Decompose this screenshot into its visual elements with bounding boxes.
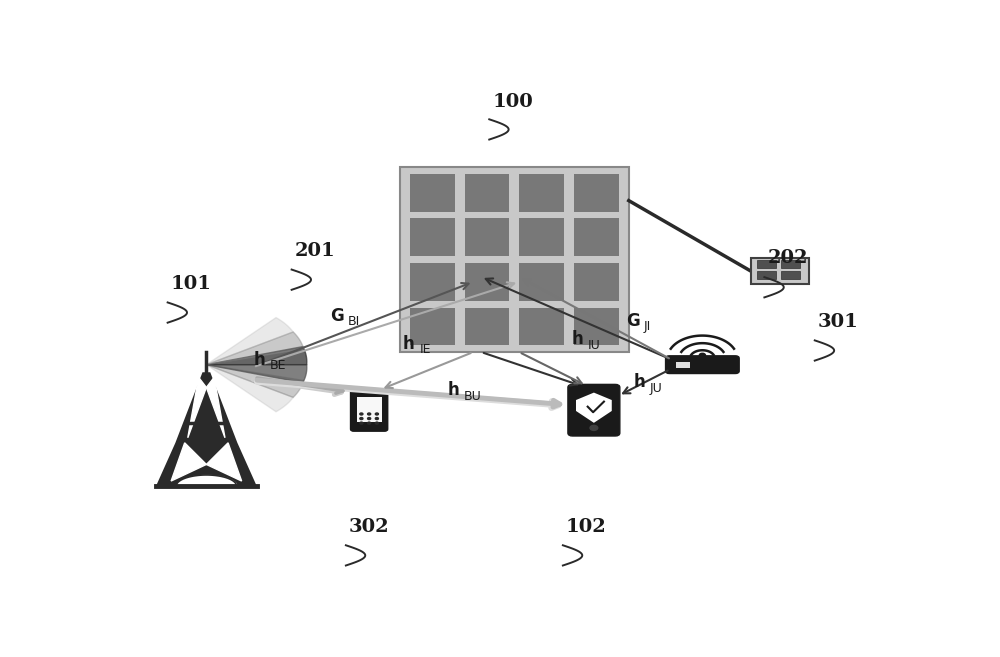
Text: IU: IU: [588, 339, 600, 352]
Circle shape: [590, 425, 598, 430]
Bar: [519, 219, 564, 256]
Text: 201: 201: [294, 242, 335, 260]
Circle shape: [368, 422, 371, 424]
Circle shape: [368, 413, 371, 415]
Text: BE: BE: [270, 359, 286, 372]
Circle shape: [368, 418, 371, 420]
Bar: [410, 307, 455, 346]
Polygon shape: [206, 317, 293, 365]
Circle shape: [699, 353, 705, 357]
Text: BI: BI: [347, 315, 360, 328]
Bar: [574, 307, 619, 346]
Text: $\mathbf{h}$: $\mathbf{h}$: [571, 330, 583, 348]
Polygon shape: [577, 394, 611, 422]
Bar: [781, 260, 800, 268]
Text: 101: 101: [170, 275, 211, 293]
Bar: [465, 307, 509, 346]
Bar: [410, 174, 455, 212]
Bar: [757, 260, 776, 268]
FancyBboxPatch shape: [568, 384, 620, 436]
Text: 302: 302: [349, 518, 389, 535]
Bar: [574, 219, 619, 256]
Text: 102: 102: [566, 518, 606, 535]
Text: $\mathbf{h}$: $\mathbf{h}$: [633, 373, 645, 392]
Polygon shape: [156, 373, 257, 486]
Circle shape: [375, 418, 378, 420]
Text: BU: BU: [464, 390, 481, 403]
Text: $\mathbf{h}$: $\mathbf{h}$: [402, 335, 415, 353]
Polygon shape: [206, 347, 307, 365]
Bar: [751, 258, 809, 284]
Polygon shape: [206, 365, 293, 412]
Bar: [781, 271, 800, 279]
Circle shape: [375, 422, 378, 424]
Bar: [357, 397, 382, 422]
Bar: [574, 174, 619, 212]
Text: 202: 202: [767, 250, 808, 267]
Bar: [410, 219, 455, 256]
Circle shape: [360, 418, 363, 420]
Polygon shape: [206, 377, 225, 438]
Text: JI: JI: [643, 320, 651, 333]
Circle shape: [360, 413, 363, 415]
Text: 301: 301: [818, 313, 858, 330]
Text: $\mathbf{h}$: $\mathbf{h}$: [447, 381, 459, 399]
Bar: [410, 263, 455, 301]
Text: JU: JU: [650, 382, 662, 395]
Text: $\mathbf{G}$: $\mathbf{G}$: [330, 307, 345, 325]
Bar: [465, 219, 509, 256]
Bar: [465, 174, 509, 212]
Polygon shape: [206, 332, 304, 365]
Bar: [400, 168, 629, 352]
Polygon shape: [206, 443, 242, 481]
FancyBboxPatch shape: [351, 389, 388, 431]
Bar: [519, 174, 564, 212]
Bar: [519, 263, 564, 301]
Polygon shape: [171, 443, 206, 481]
Bar: [465, 263, 509, 301]
Bar: [676, 362, 690, 368]
Bar: [574, 263, 619, 301]
Bar: [757, 271, 776, 279]
Polygon shape: [206, 365, 307, 383]
Bar: [519, 307, 564, 346]
Polygon shape: [188, 377, 206, 438]
Polygon shape: [206, 365, 304, 397]
Text: 100: 100: [492, 93, 533, 110]
Circle shape: [375, 413, 378, 415]
Text: $\mathbf{G}$: $\mathbf{G}$: [626, 311, 641, 330]
Circle shape: [360, 422, 363, 424]
Text: $\mathbf{h}$: $\mathbf{h}$: [253, 351, 265, 369]
Text: IE: IE: [420, 344, 431, 357]
FancyBboxPatch shape: [666, 356, 739, 374]
